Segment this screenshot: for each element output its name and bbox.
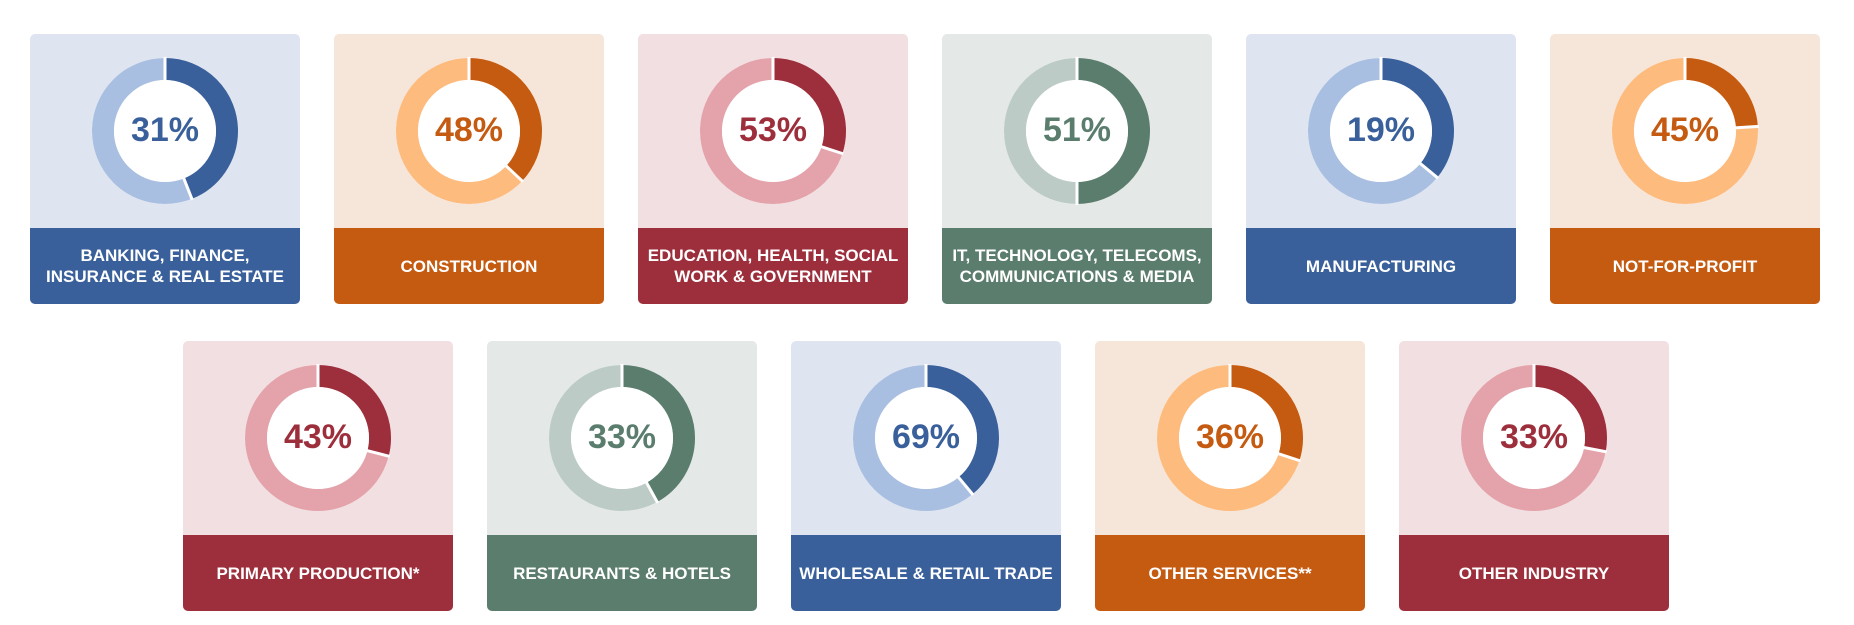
industry-label: Education, Health, Social Work & Governm… [638,228,908,304]
percent-value: 69% [892,418,960,456]
industry-label: Banking, Finance, Insurance & Real Estat… [30,228,300,304]
donut-center [722,80,824,182]
donut-center [1483,387,1585,489]
donut-card-education-health-social-work-government: 53% Education, Health, Social Work & Gove… [638,34,908,304]
percent-value: 36% [1196,418,1264,456]
donut-center [267,387,369,489]
donut-svg: 45% [1612,57,1759,204]
donut-center [1179,387,1281,489]
donut-svg: 48% [396,57,542,204]
donut-separator [366,448,391,458]
donut-card-other-industry: 33% Other Industry [1399,341,1669,611]
chart-row-2: 43% Primary Production* 33% Restaurants & H… [183,341,1669,611]
industry-label: Not-for-profit [1550,228,1820,304]
donut-chart: 69% [791,341,1061,535]
percent-value: 53% [739,111,807,149]
donut-chart: 43% [183,341,453,535]
industry-label: Primary Production* [183,535,453,611]
donut-card-other-services: 36% Other Services** [1095,341,1365,611]
donut-card-it-technology-telecoms-communications-media: 51% IT, Technology, Telecoms, Communicati… [942,34,1212,304]
donut-svg: 53% [700,57,846,204]
donut-separator [644,481,659,504]
industry-label: Manufacturing [1246,228,1516,304]
percent-value: 31% [131,111,199,149]
donut-center [418,80,520,182]
donut-center [571,387,673,489]
donut-chart: 33% [487,341,757,535]
industry-label: Wholesale & Retail Trade [791,535,1061,611]
donut-card-manufacturing: 19% Manufacturing [1246,34,1516,304]
donut-card-primary-production: 43% Primary Production* [183,341,453,611]
donut-card-construction: 48% Construction [334,34,604,304]
donut-separator [1418,161,1439,180]
percent-value: 43% [284,418,352,456]
donut-separator [1582,445,1607,454]
donut-svg: 33% [1461,364,1607,511]
donut-separator [820,145,844,156]
donut-separator [1734,124,1759,130]
industry-label: Other Industry [1399,535,1669,611]
donut-chart: 51% [942,34,1212,228]
donut-center [114,80,216,182]
percent-value: 51% [1043,111,1111,149]
donut-center [1330,80,1432,182]
percent-value: 33% [1500,418,1568,456]
donut-card-restaurants-hotels: 33% Restaurants & Hotels [487,341,757,611]
donut-svg: 43% [245,364,391,511]
donut-svg: 19% [1308,57,1454,204]
donut-card-wholesale-retail-trade: 69% Wholesale & Retail Trade [791,341,1061,611]
donut-center [1026,80,1128,182]
donut-svg: 33% [549,364,695,511]
percent-value: 48% [435,111,503,149]
percent-value: 19% [1347,111,1415,149]
donut-svg: 36% [1157,364,1303,511]
donut-chart: 33% [1399,341,1669,535]
donut-center [1634,80,1736,182]
donut-chart: 53% [638,34,908,228]
donut-separator [182,176,194,201]
industry-label: Other Services** [1095,535,1365,611]
percent-value: 33% [588,418,656,456]
donut-svg: 31% [92,57,238,204]
donut-chart: 45% [1550,34,1820,228]
donut-chart: 48% [334,34,604,228]
industry-label: IT, Technology, Telecoms, Communications… [942,228,1212,304]
donut-separator [1277,452,1301,463]
donut-chart: 31% [30,34,300,228]
donut-chart: 19% [1246,34,1516,228]
donut-chart: 36% [1095,341,1365,535]
donut-svg: 51% [1004,57,1150,205]
donut-center [875,387,977,489]
percent-value: 45% [1651,111,1719,149]
donut-separator [504,164,524,183]
industry-label: Restaurants & Hotels [487,535,757,611]
donut-card-not-for-profit: 45% Not-for-profit [1550,34,1820,304]
donut-svg: 69% [853,364,999,511]
donut-separator [956,475,975,496]
chart-row-1: 31% Banking, Finance, Insurance & Real Es… [30,34,1820,304]
industry-label: Construction [334,228,604,304]
donut-card-banking-finance-insurance-real-estate: 31% Banking, Finance, Insurance & Real Es… [30,34,300,304]
